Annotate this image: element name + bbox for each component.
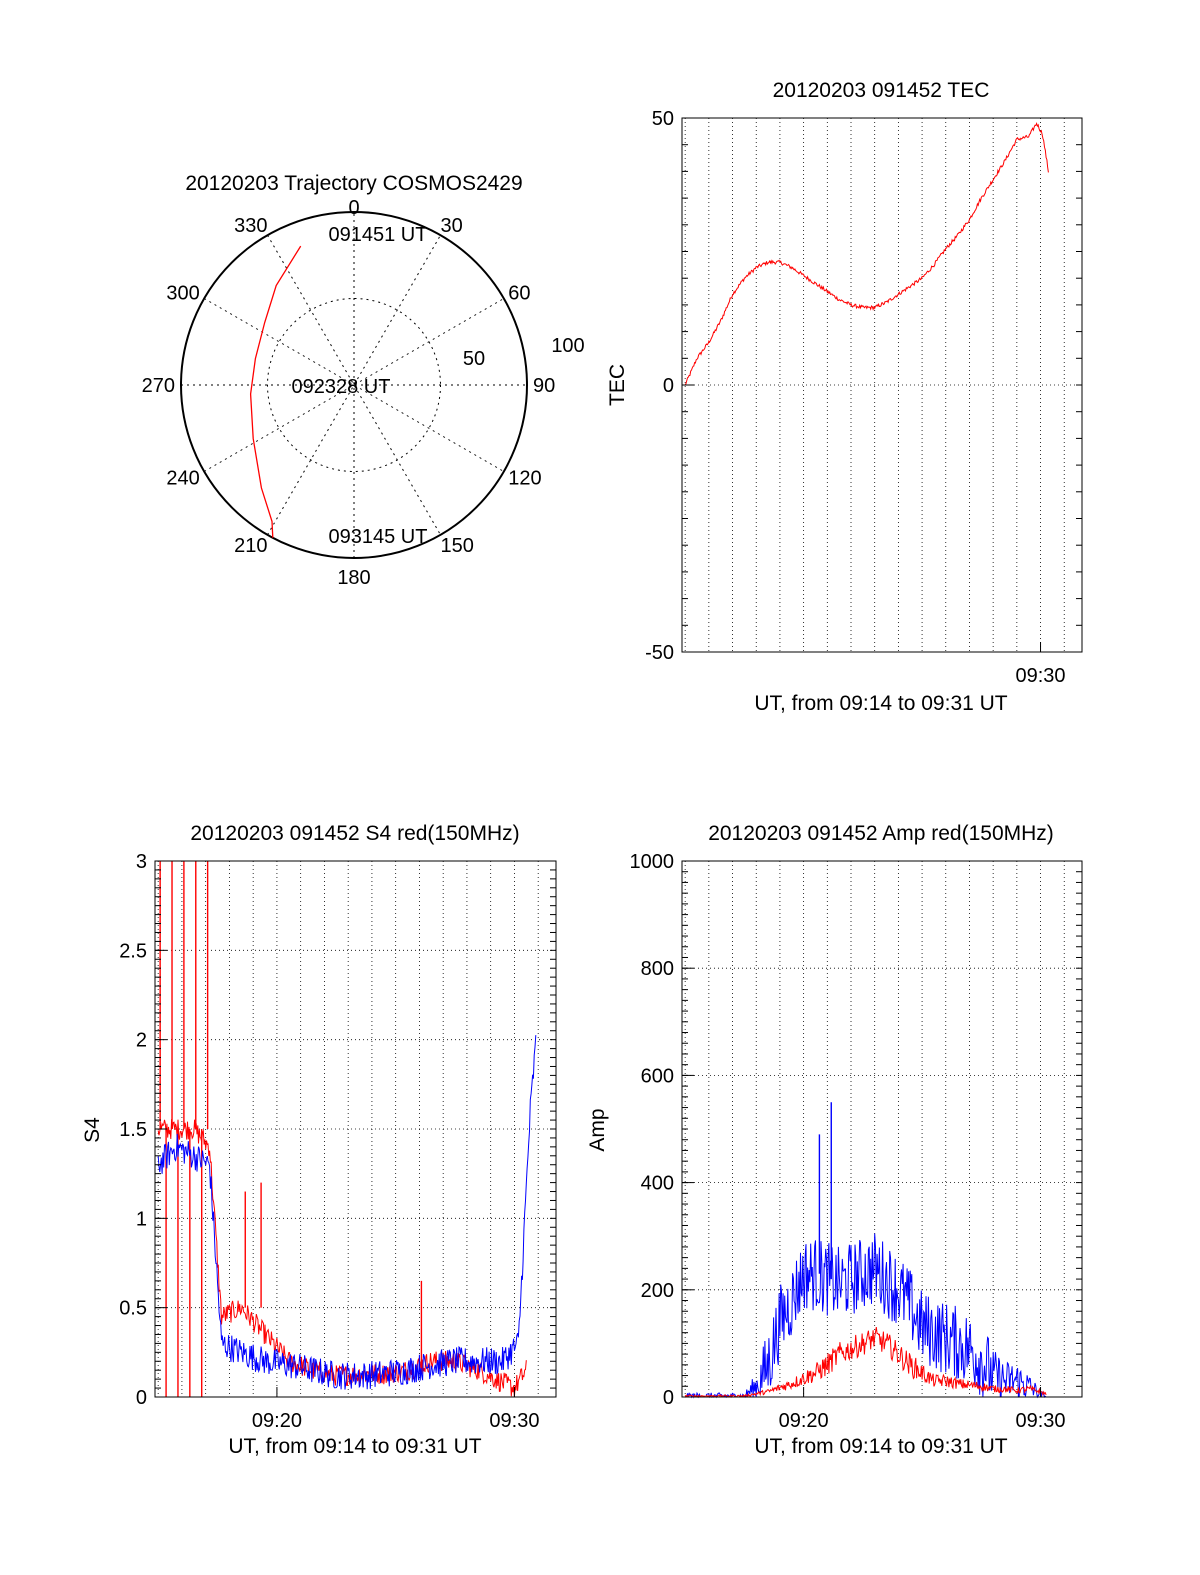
y-tick-label: 2.5 — [119, 940, 147, 962]
y-tick-label: 800 — [641, 958, 674, 980]
polar-azimuth-labels: 0 30 60 90 120 150 180 210 240 270 300 330 — [142, 197, 556, 589]
y-tick-label: 0.5 — [119, 1298, 147, 1320]
s4-xlabel: UT, from 09:14 to 09:31 UT — [228, 1435, 481, 1458]
polar-azimuth-label: 30 — [441, 215, 463, 237]
y-tick-label: -50 — [645, 642, 674, 664]
polar-grid — [181, 212, 527, 558]
amp-plot-area — [684, 1102, 1047, 1399]
polar-azimuth-label: 270 — [142, 375, 175, 397]
tec-title: 20120203 091452 TEC — [773, 79, 990, 102]
x-tick-label: 09:30 — [1016, 665, 1066, 687]
polar-azimuth-label: 150 — [441, 535, 474, 557]
polar-azimuth-label: 60 — [508, 283, 530, 305]
tec-ylabel: TEC — [606, 364, 629, 406]
polar-azimuth-label: 0 — [348, 197, 359, 219]
trajectory-polar-chart: 20120203 Trajectory COSMOS2429 0 30 60 90 12… — [142, 172, 585, 589]
y-tick-label: 200 — [641, 1280, 674, 1302]
y-tick-label: 0 — [663, 1387, 674, 1409]
amp-xlabel: UT, from 09:14 to 09:31 UT — [754, 1435, 1007, 1458]
y-tick-label: 1 — [136, 1208, 147, 1230]
s4-chart: 20120203 091452 S4 red(150MHz) 0 0.5 1 1.5 2… — [81, 822, 557, 1458]
polar-azimuth-label: 300 — [166, 283, 199, 305]
trajectory-title: 20120203 Trajectory COSMOS2429 — [185, 172, 522, 195]
series-red-line — [684, 1327, 1047, 1398]
s4-ylabel: S4 — [81, 1117, 104, 1143]
s4-title: 20120203 091452 S4 red(150MHz) — [190, 822, 519, 845]
amp-grid — [682, 861, 1082, 1397]
y-tick-label: 0 — [136, 1387, 147, 1409]
y-tick-label: 1.5 — [119, 1119, 147, 1141]
tec-grid — [682, 118, 1082, 652]
y-tick-label: 3 — [136, 851, 147, 873]
tec-xlabel: UT, from 09:14 to 09:31 UT — [754, 692, 1007, 715]
s4-ticks: 0 0.5 1 1.5 2 2.5 3 09:20 09:30 — [119, 851, 556, 1432]
amp-axes-frame — [681, 860, 1083, 1398]
polar-spoke — [267, 234, 441, 536]
polar-azimuth-label: 330 — [234, 215, 267, 237]
trajectory-start-label: 091451 UT — [329, 224, 428, 246]
y-tick-label: 2 — [136, 1030, 147, 1052]
polar-azimuth-label: 210 — [234, 535, 267, 557]
y-tick-label: 600 — [641, 1065, 674, 1087]
y-tick-label: 50 — [652, 108, 674, 130]
s4-plot-area — [157, 861, 537, 1398]
trajectory-mid-label: 092328 UT — [292, 376, 391, 398]
trajectory-end-label: 093145 UT — [329, 526, 428, 548]
y-tick-label: 0 — [663, 375, 674, 397]
polar-outer-ring — [180, 211, 528, 559]
series-red-line — [684, 121, 1049, 385]
y-tick-label: 400 — [641, 1173, 674, 1195]
polar-azimuth-label: 90 — [533, 375, 555, 397]
amp-title: 20120203 091452 Amp red(150MHz) — [708, 822, 1054, 845]
s4-grid — [155, 861, 556, 1397]
polar-spoke — [203, 298, 505, 472]
polar-spoke — [267, 234, 441, 536]
amp-ticks: 0 200 400 600 800 1000 09:20 09:30 — [630, 851, 1082, 1432]
tec-chart: 20120203 091452 TEC -50 0 50 09:30 UT, from… — [606, 79, 1083, 715]
x-tick-label: 09:20 — [779, 1410, 829, 1432]
x-tick-label: 09:20 — [252, 1410, 302, 1432]
polar-azimuth-label: 180 — [337, 567, 370, 589]
polar-ring-label-100: 100 — [551, 335, 584, 357]
polar-azimuth-label: 240 — [166, 468, 199, 490]
y-tick-label: 1000 — [630, 851, 675, 873]
amp-ylabel: Amp — [586, 1108, 609, 1151]
series-blue-line — [157, 1035, 537, 1390]
tec-plot-area — [684, 121, 1049, 385]
polar-ring-label-50: 50 — [463, 348, 485, 370]
series-blue-line — [684, 1233, 1047, 1399]
x-tick-label: 09:30 — [1016, 1410, 1066, 1432]
amp-chart: 20120203 091452 Amp red(150MHz) 0 200 400 6… — [586, 822, 1083, 1458]
trajectory-track — [249, 245, 302, 538]
tec-ticks: -50 0 50 09:30 — [645, 108, 1082, 687]
x-tick-label: 09:30 — [489, 1410, 539, 1432]
polar-spoke — [203, 298, 505, 472]
series-red-line — [157, 1119, 527, 1398]
polar-azimuth-label: 120 — [508, 468, 541, 490]
